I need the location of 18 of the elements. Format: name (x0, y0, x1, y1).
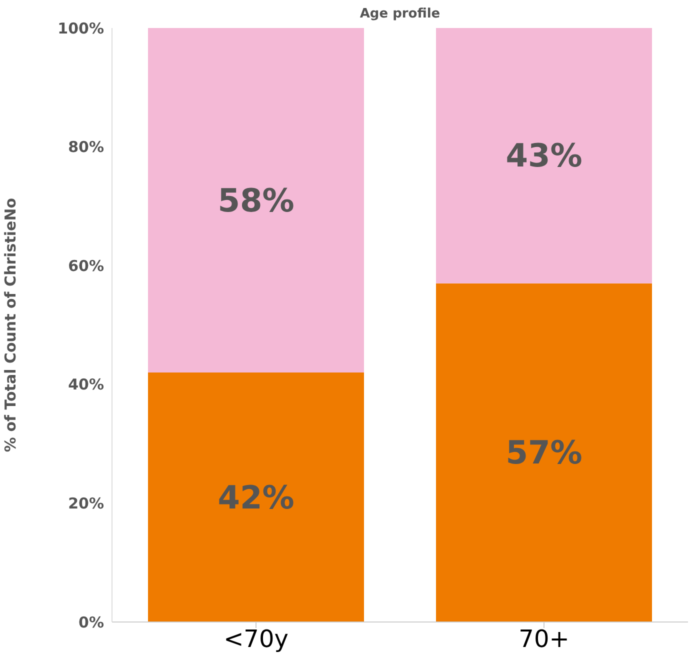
bar (436, 283, 652, 622)
y-tick-label: 40% (68, 376, 104, 394)
y-tick-label: 100% (58, 19, 104, 38)
bar (148, 28, 364, 373)
data-label: 58% (218, 181, 294, 220)
y-tick-label: 80% (68, 138, 104, 156)
data-label: 43% (506, 136, 582, 175)
x-tick-label: <70y (224, 625, 288, 654)
x-tick-label: 70+ (518, 625, 570, 654)
data-label: 42% (218, 478, 294, 516)
bar (148, 372, 364, 622)
y-axis-title: % of Total Count of ChristieNo (1, 198, 20, 452)
y-tick-label: 60% (68, 256, 104, 275)
y-tick-label: 20% (68, 494, 104, 513)
bar (436, 28, 652, 284)
chart-title: Age profile (360, 6, 440, 22)
y-tick-label: 0% (78, 613, 104, 632)
data-label: 57% (506, 434, 582, 472)
